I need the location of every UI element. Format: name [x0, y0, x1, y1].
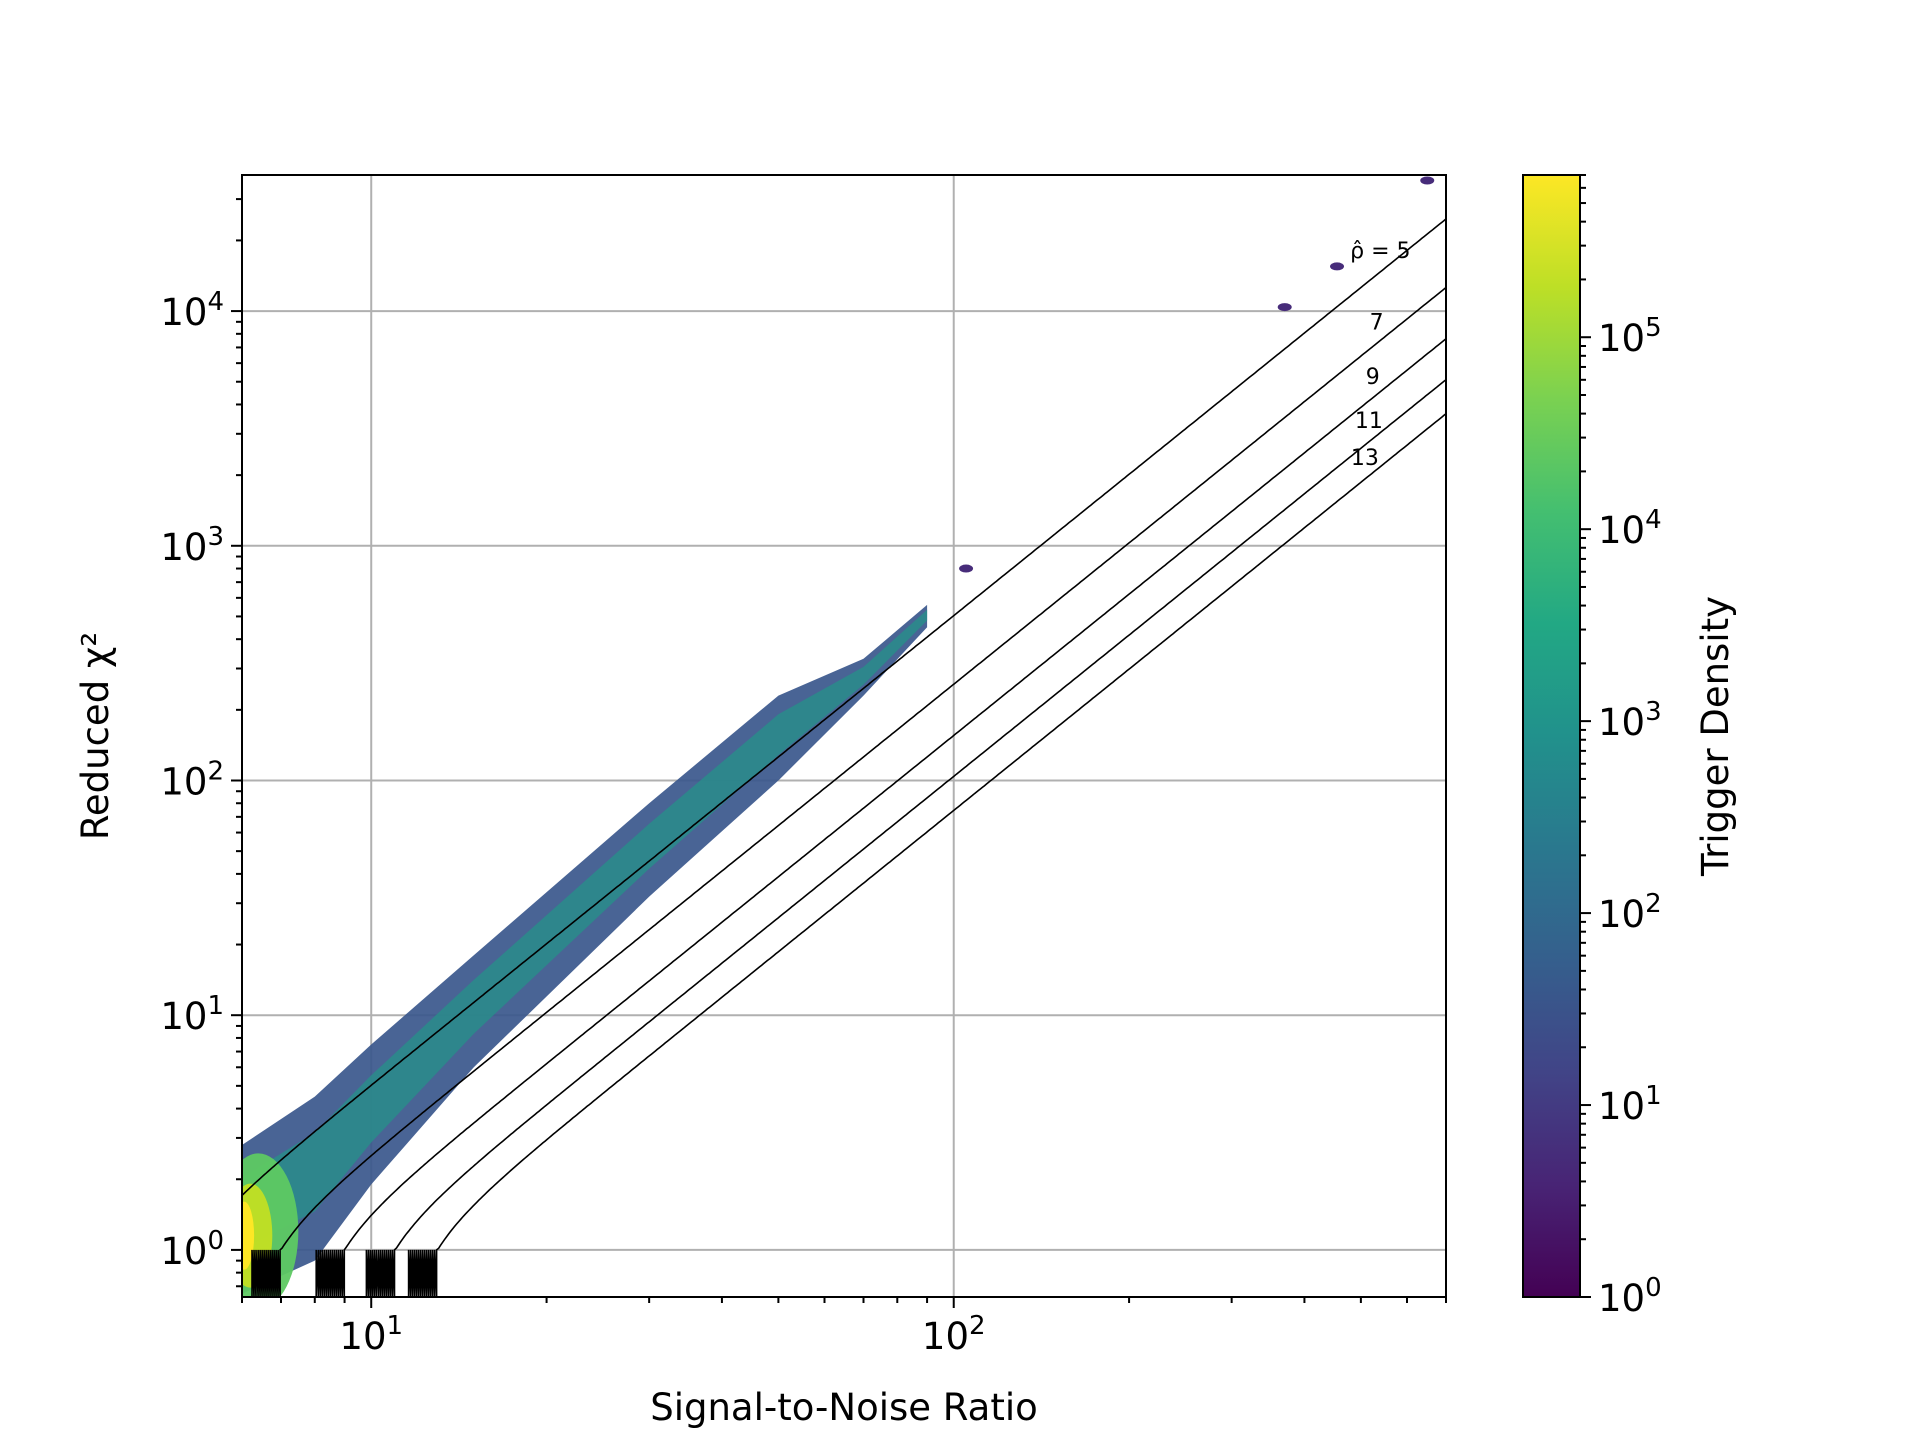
- outlier-cluster: [959, 564, 974, 573]
- x-axis-label: Signal-to-Noise Ratio: [650, 1386, 1038, 1429]
- density-band: [242, 176, 1435, 1297]
- colorbar-tick-label: 103: [1598, 697, 1662, 744]
- outlier-cluster: [1277, 303, 1292, 312]
- contour-label: 11: [1355, 409, 1383, 434]
- contour-line: [251, 286, 1446, 1297]
- colorbar-tick-label: 102: [1598, 889, 1662, 936]
- plot-frame: [241, 174, 1447, 1298]
- contour-lines: [242, 218, 1446, 1297]
- x-tick-label: 102: [922, 1311, 986, 1358]
- y-tick-label: 100: [160, 1226, 224, 1273]
- y-tick-label: 102: [160, 756, 224, 803]
- contour-line: [242, 218, 1446, 1196]
- colorbar-tick-label: 104: [1598, 505, 1662, 552]
- contour-line: [365, 379, 1446, 1297]
- contour-label: 9: [1366, 365, 1380, 390]
- colorbar-label: Trigger Density: [1694, 596, 1737, 877]
- density-region-mid: [242, 609, 928, 1250]
- colorbar-tick-label: 100: [1598, 1273, 1662, 1320]
- contour-label: ρ̂ = 5: [1350, 239, 1410, 264]
- y-tick-label: 104: [160, 287, 224, 334]
- y-axis-label: Reduced χ²: [74, 632, 117, 840]
- y-axis-ticks: 100 101 102 103 104: [160, 198, 242, 1288]
- density-peak-core: [242, 1201, 255, 1270]
- outlier-cluster: [1420, 176, 1435, 185]
- contour-labels: ρ̂ = 5 7 9 11 13: [1350, 239, 1410, 471]
- colorbar-tick-label: 101: [1598, 1081, 1662, 1128]
- colorbar-ticks: 100 101 102 103 104 105: [1580, 174, 1662, 1320]
- y-tick-label: 103: [160, 522, 224, 569]
- y-tick-label: 101: [160, 991, 224, 1038]
- outlier-cluster: [1330, 262, 1345, 271]
- contour-label: 13: [1351, 446, 1379, 471]
- contour-line: [315, 338, 1446, 1297]
- colorbar-tick-label: 105: [1598, 313, 1662, 360]
- contour-line: [407, 413, 1446, 1297]
- x-tick-label: 101: [339, 1311, 403, 1358]
- x-axis-ticks: 101 102: [241, 1297, 1447, 1358]
- grid-lines: [242, 175, 1446, 1297]
- colorbar: [1522, 174, 1581, 1298]
- contour-label: 7: [1370, 310, 1384, 335]
